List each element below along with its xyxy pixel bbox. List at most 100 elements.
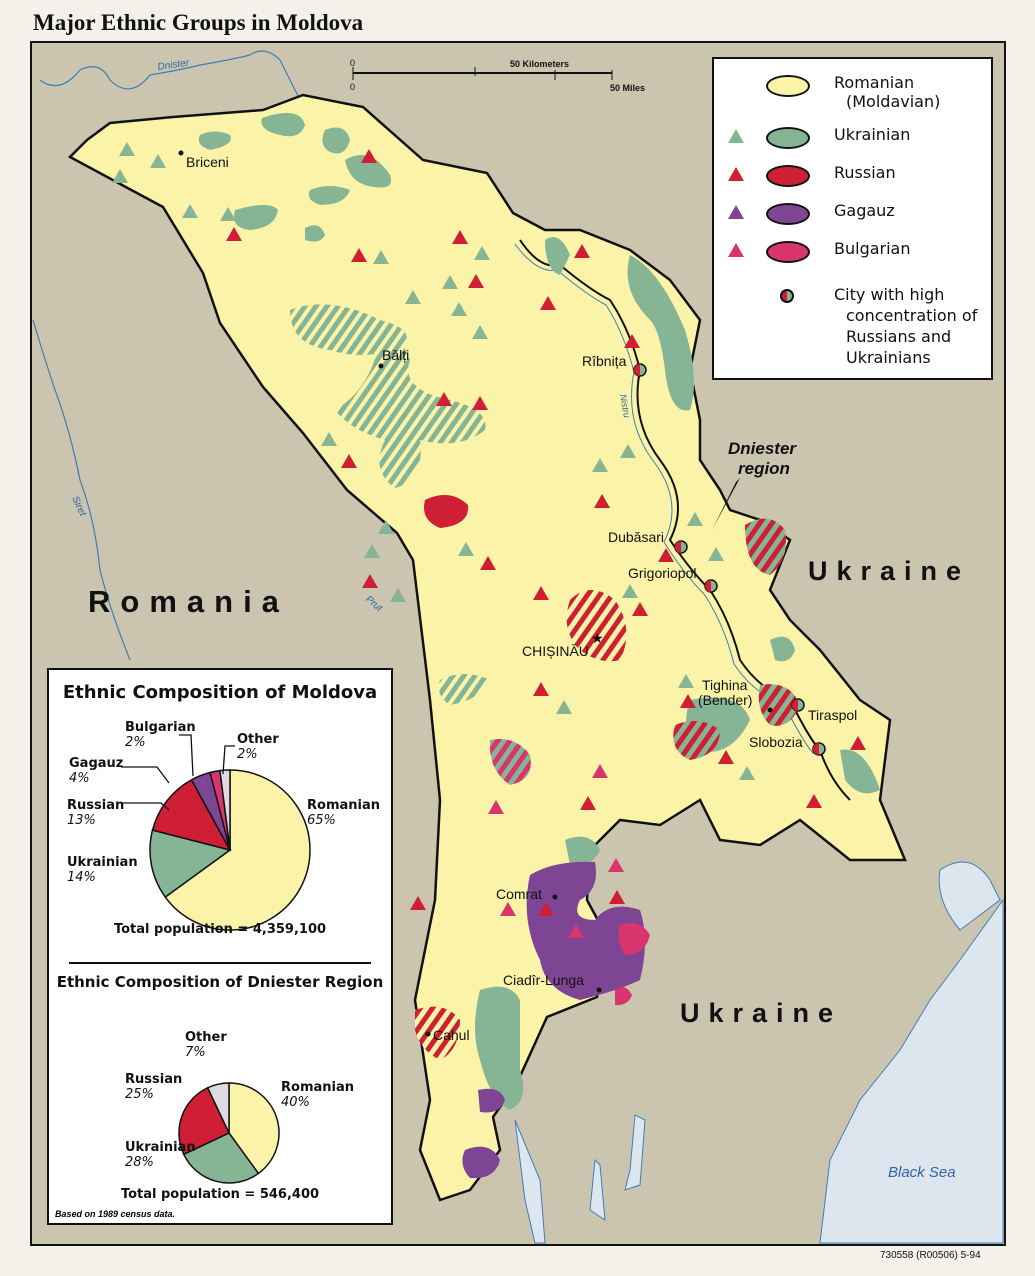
pie-value: 28% [125, 1155, 154, 1170]
ukrainian-triangle-icon [728, 129, 744, 143]
russian-settlement-triangle [658, 548, 674, 562]
pie-value: 7% [185, 1045, 206, 1060]
russian-settlement-triangle [718, 750, 734, 764]
pie-title-moldova: Ethnic Composition of Moldova [62, 682, 378, 703]
ukrainian-area [305, 225, 325, 242]
ukrainian-area [627, 255, 694, 411]
country-label-romania: Romania [88, 584, 289, 619]
bulgarian-area [615, 986, 632, 1006]
ukrainian-hatch-area [290, 304, 407, 355]
capital-star-icon: ★ [591, 630, 604, 646]
ukrainian-area [322, 127, 350, 154]
legend-sublabel: (Moldavian) [846, 92, 941, 111]
pie-value: 40% [281, 1095, 310, 1110]
city-label: Slobozia [749, 734, 803, 750]
ukrainian-area [545, 237, 570, 275]
pie-slice-other [219, 769, 231, 851]
city-label: Grigoriopol [628, 565, 696, 581]
city-label: Ciadîr-Lunga [503, 972, 584, 988]
russian-settlement-triangle [341, 454, 357, 468]
ukrainian-settlement-triangle [182, 204, 198, 218]
russian-settlement-triangle [806, 794, 822, 808]
ukrainian-area [565, 836, 600, 866]
city-label: Cahul [433, 1027, 470, 1043]
russian-settlement-triangle [538, 902, 554, 916]
city-icon-half [634, 364, 640, 376]
ukrainian-settlement-triangle [112, 169, 128, 183]
scale-km-label: 50 Kilometers [510, 59, 569, 69]
russian-settlement-triangle [436, 392, 452, 406]
pie-total-moldova: Total population = 4,359,100 [113, 922, 327, 937]
city-icon-half [792, 699, 798, 711]
bulgarian-settlement-triangle [608, 858, 624, 872]
russian-settlement-triangle [533, 682, 549, 696]
city-label: Rîbnița [582, 353, 627, 369]
ukrainian-area [475, 986, 524, 1110]
city-dot-icon [378, 363, 384, 369]
city-label: CHIȘINĂU [522, 643, 589, 659]
ukrainian-triangle-and-area [766, 127, 810, 149]
gagauz-triangle-icon [728, 205, 744, 219]
russian-ukrainian-hatch-area [745, 518, 786, 575]
source-note: Based on 1989 census data. [55, 1209, 176, 1219]
ukrainian-settlement-triangle [378, 520, 394, 534]
ethnic-composition-panel: Ethnic Composition of Moldova Total popu… [47, 668, 393, 1225]
russian-hatch-area [415, 1006, 460, 1060]
pie-label-ukrainian: Ukrainian 14% [67, 855, 138, 885]
legend: Romanian (Moldavian) Ukrainian Russian Gagau… [712, 57, 993, 380]
pie-label-russian: Russian 25% [125, 1072, 183, 1102]
map-credit: 730558 (R00506) 5-94 [880, 1250, 981, 1261]
pie-slice-russian [178, 1086, 230, 1156]
region-pointer [712, 478, 740, 530]
russian-settlement-triangle [680, 694, 696, 708]
ukrainian-settlement-triangle [472, 325, 488, 339]
russian-triangle-and-area [766, 165, 810, 187]
gagauz-area [462, 1146, 500, 1179]
pie-label-bulgarian: Bulgarian 2% [125, 720, 196, 750]
ukrainian-settlement-triangle [622, 584, 638, 598]
river-label-dnister: Dnister [157, 58, 191, 73]
ukrainian-area [308, 186, 350, 205]
panel-divider [69, 962, 371, 964]
legend-label-gagauz: Gagauz [834, 201, 895, 220]
ukrainian-settlement-triangle [119, 142, 135, 156]
pie-label-other: Other 2% [237, 732, 279, 762]
legend-city-label: Ukrainians [846, 348, 931, 367]
city-dot-icon [178, 150, 184, 156]
legend-label-romanian: Romanian [834, 73, 915, 92]
russian-triangle-icon [728, 167, 744, 181]
ukrainian-settlement-triangle [220, 207, 236, 221]
city-label: Tighina (Bender) [698, 677, 752, 708]
pie-leader-line [222, 745, 235, 775]
russian-settlement-triangle [540, 296, 556, 310]
page-title: Major Ethnic Groups in Moldova [33, 10, 364, 35]
ukrainian-settlement-triangle [364, 544, 380, 558]
liman [938, 861, 1001, 931]
ukrainian-area [770, 636, 795, 662]
bulgarian-settlement-triangle [592, 764, 608, 778]
bulgarian-area [618, 922, 650, 955]
lake [514, 1119, 546, 1244]
pie-chart-moldova [121, 734, 311, 1184]
country-label-ukraine-south: Ukraine [680, 998, 842, 1028]
ethnic-areas [198, 112, 880, 1179]
russian-settlement-triangle [452, 230, 468, 244]
ukrainian-settlement-triangle [373, 250, 389, 264]
pie-value: 65% [307, 813, 336, 828]
city-dot-icon [552, 894, 558, 900]
city-dot-icon [425, 1031, 431, 1037]
city-icon-half [675, 541, 681, 553]
ukrainian-settlement-triangle [390, 588, 406, 602]
river-label-nistru: Nistru [618, 394, 632, 419]
ukrainian-settlement-triangle [474, 246, 490, 260]
city-dot-icon [596, 987, 602, 993]
half-circle-city-icon [780, 289, 794, 303]
pie-label-other: Other 7% [185, 1030, 227, 1060]
pie-label-gagauz: Gagauz 4% [69, 756, 124, 786]
ukrainian-settlement-triangle [687, 512, 703, 526]
ukrainian-area [345, 155, 391, 188]
pie-value: 25% [125, 1087, 154, 1102]
water-label-black-sea: Black Sea [888, 1164, 956, 1181]
